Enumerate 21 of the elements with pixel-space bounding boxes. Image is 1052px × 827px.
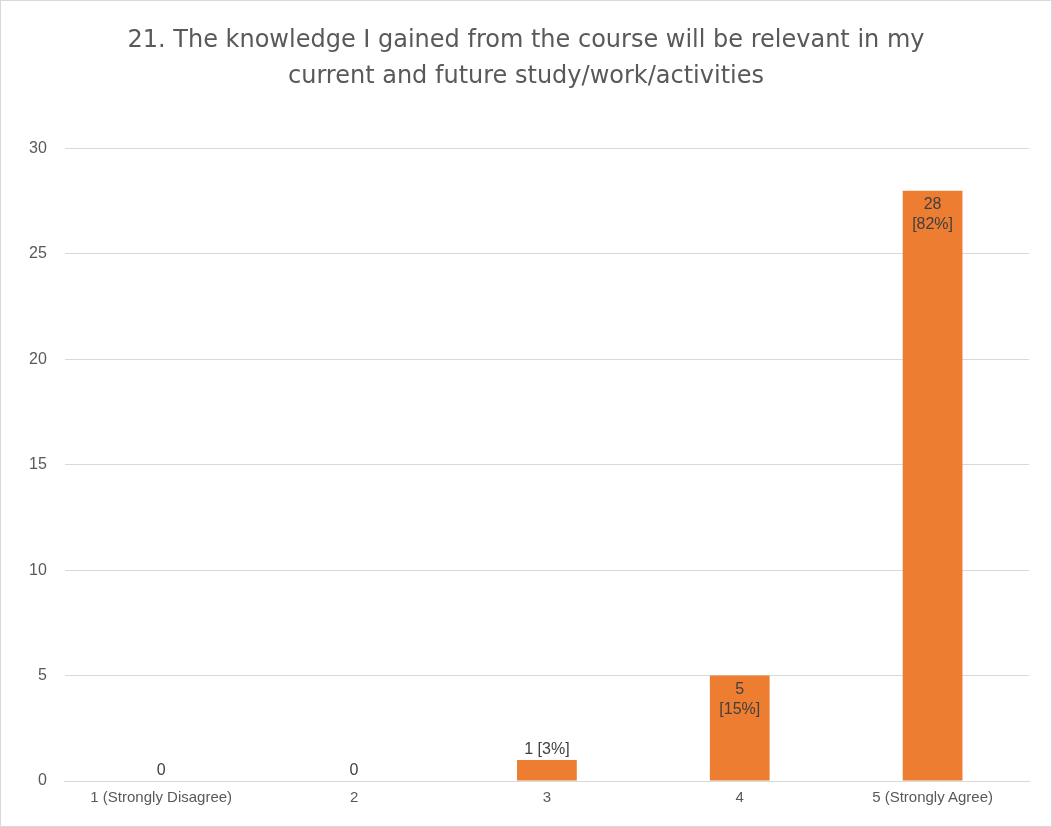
- x-tick-label: 1 (Strongly Disagree): [90, 788, 233, 806]
- x-tick-label: 2: [349, 788, 359, 806]
- data-label: 5 [15%]: [719, 680, 761, 718]
- data-label: 28 [82%]: [912, 195, 954, 233]
- data-label: 1 [3%]: [524, 740, 570, 758]
- bar: [902, 190, 963, 781]
- chart-title: 21. The knowledge I gained from the course will be relevant in my current and future study/work/activities: [126, 24, 926, 91]
- data-label: 0: [156, 761, 166, 779]
- y-tick-label: 0: [37, 771, 47, 789]
- x-tick-label: 5 (Strongly Agree): [872, 788, 994, 806]
- bar: [709, 675, 770, 781]
- data-label: 0: [349, 761, 359, 779]
- y-tick-label: 25: [29, 244, 47, 262]
- bar: [517, 759, 577, 781]
- y-tick-label: 5: [37, 666, 47, 684]
- x-tick-label: 3: [542, 788, 552, 806]
- y-tick-label: 30: [29, 139, 47, 157]
- y-tick-label: 20: [29, 349, 47, 367]
- y-tick-label: 15: [29, 455, 47, 473]
- x-tick-label: 4: [735, 788, 744, 806]
- y-tick-label: 10: [29, 560, 47, 578]
